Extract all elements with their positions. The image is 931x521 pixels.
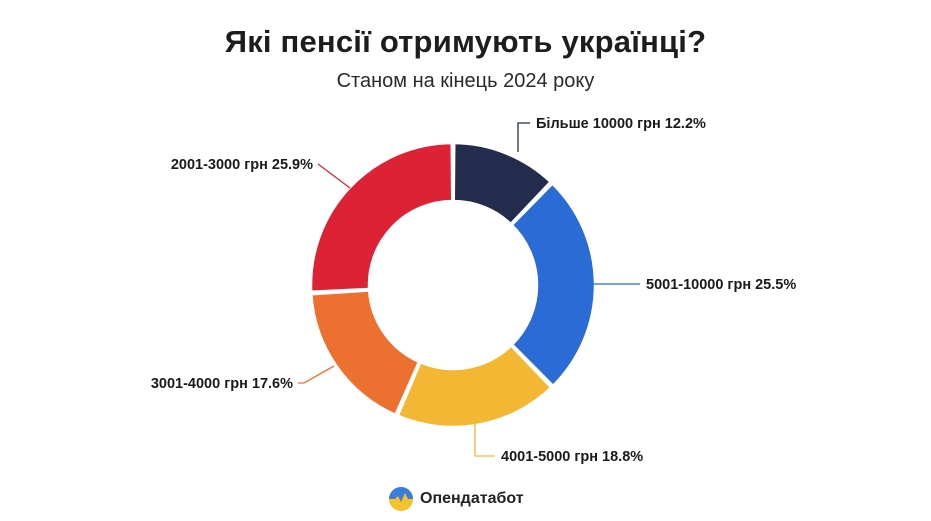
- slice-label-3: 4001-5000 грн 18.8%: [501, 449, 643, 465]
- leader-line-3: [474, 421, 495, 457]
- brand: Опендатабот: [388, 486, 524, 512]
- leader-line-4: [298, 365, 335, 384]
- slice-label-2: 5001-10000 грн 25.5%: [646, 277, 796, 293]
- donut-slice-4: [310, 289, 421, 417]
- leader-line-5: [317, 163, 351, 189]
- donut-slice-3: [396, 344, 553, 429]
- brand-name: Опендатабот: [420, 490, 524, 507]
- donut-slice-1: [452, 141, 552, 226]
- slice-label-5: 2001-3000 грн 25.9%: [171, 157, 313, 173]
- page-subtitle: Станом на кінець 2024 року: [336, 70, 595, 92]
- slice-label-1: Більше 10000 грн 12.2%: [536, 116, 706, 132]
- page-title: Які пенсії отримують українці?: [224, 24, 707, 59]
- leader-line-1: [517, 122, 530, 152]
- donut-slice-2: [510, 182, 597, 388]
- donut-slice-5: [309, 141, 454, 294]
- opendatabot-logo-icon: [389, 487, 413, 511]
- slice-label-4: 3001-4000 грн 17.6%: [151, 376, 293, 392]
